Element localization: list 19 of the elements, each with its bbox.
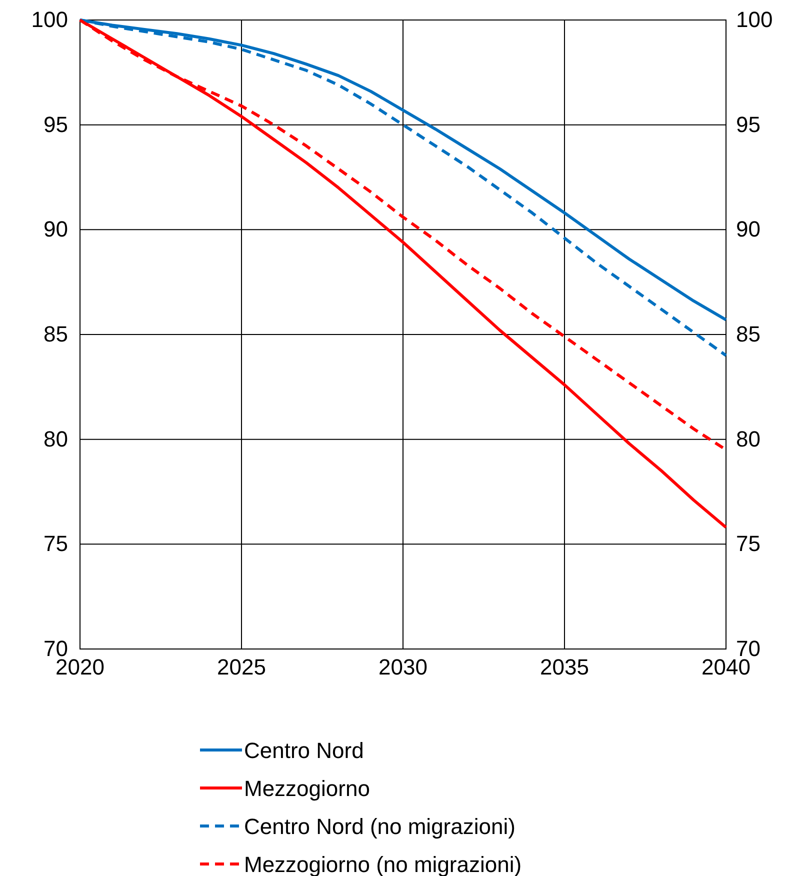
legend-label: Centro Nord (no migrazioni) <box>244 814 516 839</box>
y-tick-label: 90 <box>44 216 68 242</box>
legend-label: Centro Nord <box>244 738 364 763</box>
x-tick-label: 2030 <box>378 654 428 680</box>
y-tick-label: 95 <box>44 112 68 137</box>
y2-tick-label: 85 <box>736 322 760 347</box>
y-tick-label: 75 <box>44 531 68 556</box>
x-tick-label: 2035 <box>540 654 589 680</box>
legend-label: Mezzogiorno <box>244 776 370 801</box>
y2-tick-label: 100 <box>736 7 773 32</box>
y-tick-label: 80 <box>44 426 68 452</box>
y2-tick-label: 80 <box>736 426 760 452</box>
y-tick-label: 100 <box>31 7 68 32</box>
y2-tick-label: 75 <box>736 531 760 556</box>
y2-tick-label: 95 <box>736 112 760 137</box>
x-tick-label: 2040 <box>702 654 750 680</box>
y2-tick-label: 90 <box>736 216 760 242</box>
y-tick-label: 85 <box>44 322 68 347</box>
x-tick-label: 2025 <box>217 654 266 680</box>
